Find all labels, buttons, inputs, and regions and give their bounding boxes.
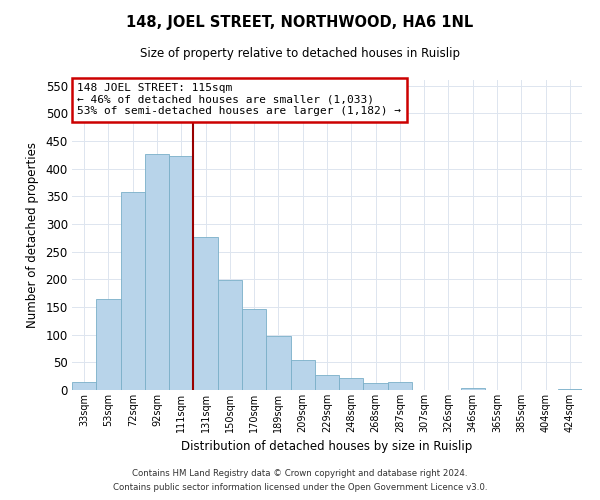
Bar xyxy=(388,382,412,390)
Bar xyxy=(315,374,339,390)
Text: Contains public sector information licensed under the Open Government Licence v3: Contains public sector information licen… xyxy=(113,484,487,492)
Bar xyxy=(96,298,121,390)
Text: 148 JOEL STREET: 115sqm
← 46% of detached houses are smaller (1,033)
53% of semi: 148 JOEL STREET: 115sqm ← 46% of detache… xyxy=(77,83,401,116)
Bar xyxy=(218,280,242,390)
Text: Contains HM Land Registry data © Crown copyright and database right 2024.: Contains HM Land Registry data © Crown c… xyxy=(132,468,468,477)
Bar xyxy=(193,236,218,390)
Bar xyxy=(121,192,145,390)
Bar xyxy=(461,388,485,390)
Bar xyxy=(290,360,315,390)
Bar xyxy=(558,389,582,390)
Bar xyxy=(72,382,96,390)
Bar xyxy=(242,309,266,390)
Bar xyxy=(169,156,193,390)
X-axis label: Distribution of detached houses by size in Ruislip: Distribution of detached houses by size … xyxy=(181,440,473,454)
Bar xyxy=(145,154,169,390)
Text: Size of property relative to detached houses in Ruislip: Size of property relative to detached ho… xyxy=(140,48,460,60)
Text: 148, JOEL STREET, NORTHWOOD, HA6 1NL: 148, JOEL STREET, NORTHWOOD, HA6 1NL xyxy=(127,15,473,30)
Y-axis label: Number of detached properties: Number of detached properties xyxy=(26,142,38,328)
Bar xyxy=(339,378,364,390)
Bar xyxy=(266,336,290,390)
Bar xyxy=(364,383,388,390)
